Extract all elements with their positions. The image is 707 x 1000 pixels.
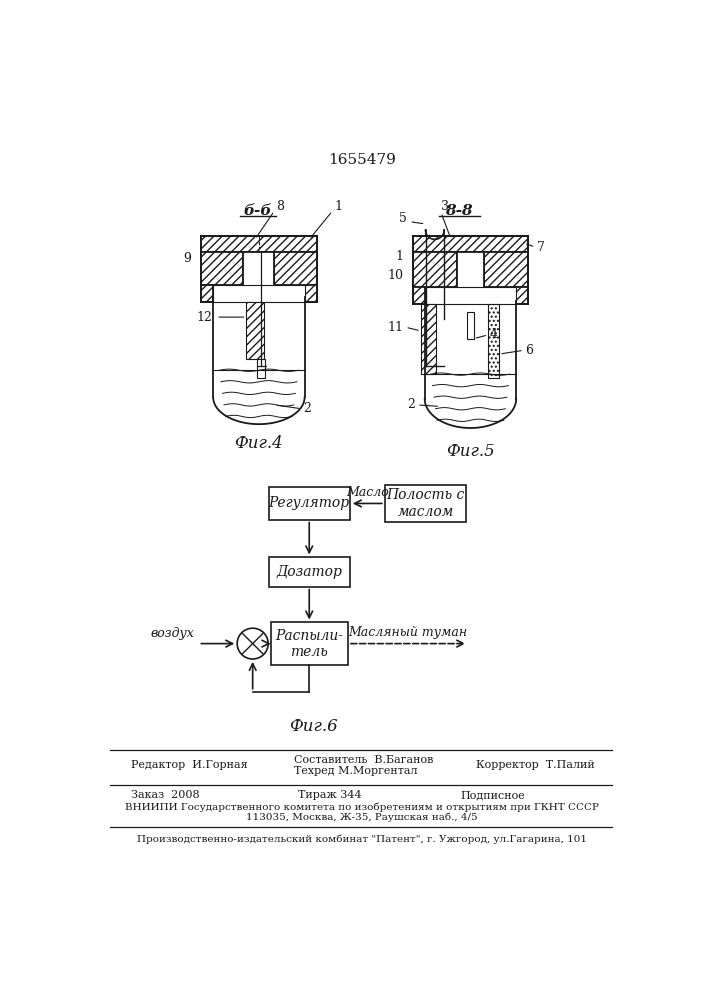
Text: ВНИИПИ Государственного комитета по изобретениям и открытиям при ГКНТ СССР: ВНИИПИ Государственного комитета по изоб… (125, 802, 599, 812)
Text: 1655479: 1655479 (328, 153, 396, 167)
Text: Заказ  2008: Заказ 2008 (131, 790, 199, 800)
Text: 8-8: 8-8 (445, 204, 473, 218)
Text: 10: 10 (388, 269, 404, 282)
Text: 9: 9 (184, 252, 192, 265)
Polygon shape (425, 287, 516, 304)
Text: Регулятор: Регулятор (269, 496, 350, 510)
Text: 7: 7 (537, 241, 545, 254)
Text: 2: 2 (303, 402, 311, 415)
Text: 4: 4 (490, 328, 498, 341)
Text: 5: 5 (399, 212, 407, 225)
Polygon shape (421, 304, 436, 374)
Bar (269, 487, 350, 520)
Polygon shape (274, 252, 317, 285)
Text: Распыли-
тель: Распыли- тель (275, 629, 344, 659)
Text: Дозатор: Дозатор (276, 565, 342, 579)
Text: Редактор  И.Горная: Редактор И.Горная (131, 760, 247, 770)
Bar (271, 622, 348, 665)
Text: 12: 12 (197, 311, 212, 324)
Polygon shape (201, 252, 243, 285)
Polygon shape (484, 252, 528, 287)
Text: б-б: б-б (243, 204, 271, 218)
Polygon shape (243, 252, 274, 297)
Polygon shape (247, 302, 264, 359)
Text: Фиг.6: Фиг.6 (288, 718, 337, 735)
Circle shape (237, 628, 268, 659)
Polygon shape (467, 312, 474, 339)
Polygon shape (201, 235, 317, 252)
Text: 2: 2 (407, 398, 416, 411)
Text: Фиг.5: Фиг.5 (446, 443, 495, 460)
Text: Тираж 344: Тираж 344 (298, 790, 361, 800)
Text: Техред М.Моргентал: Техред М.Моргентал (293, 766, 417, 776)
Text: 113035, Москва, Ж-35, Раушская наб., 4/5: 113035, Москва, Ж-35, Раушская наб., 4/5 (246, 813, 478, 822)
Text: Полость с
маслом: Полость с маслом (386, 488, 464, 519)
Polygon shape (257, 359, 265, 378)
Polygon shape (516, 287, 528, 304)
Bar (385, 485, 466, 522)
Text: 8: 8 (276, 200, 284, 213)
Bar (269, 557, 350, 587)
Text: Составитель  В.Баганов: Составитель В.Баганов (293, 755, 433, 765)
Polygon shape (413, 235, 528, 252)
Text: Масляный туман: Масляный туман (349, 626, 467, 639)
Text: Производственно-издательский комбинат "Патент", г. Ужгород, ул.Гагарина, 101: Производственно-издательский комбинат "П… (137, 834, 587, 844)
Polygon shape (413, 287, 425, 304)
Text: 6: 6 (525, 344, 534, 357)
Text: 11: 11 (388, 321, 404, 334)
Polygon shape (413, 252, 457, 287)
Text: 1: 1 (396, 250, 404, 263)
Text: Подписное: Подписное (460, 790, 525, 800)
Text: Фиг.4: Фиг.4 (235, 435, 284, 452)
Polygon shape (201, 285, 213, 302)
Polygon shape (213, 285, 305, 302)
Text: воздух: воздух (151, 627, 194, 640)
Text: Корректор  Т.Палий: Корректор Т.Палий (476, 760, 595, 770)
Text: 3: 3 (441, 200, 449, 213)
Polygon shape (305, 285, 317, 302)
Text: 1: 1 (334, 200, 342, 213)
Polygon shape (457, 252, 484, 301)
Text: Масло: Масло (346, 486, 389, 499)
Polygon shape (489, 304, 499, 378)
